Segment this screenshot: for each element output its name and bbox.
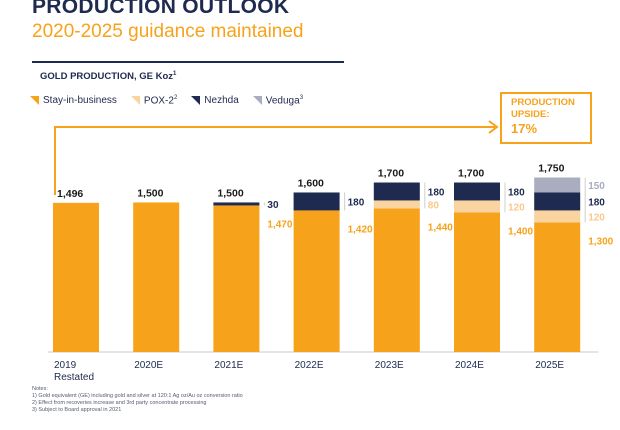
segment-label-pox2-4: 80	[428, 200, 440, 211]
upside-line-1: PRODUCTION	[511, 97, 575, 108]
bar-veduga-6	[534, 177, 581, 193]
chart-legend: Stay-in-business POX-22 Nezhda Veduga3	[30, 95, 303, 106]
segment-label-nezhda-4: 180	[428, 187, 445, 198]
x-tick-label-5: 2024E	[455, 360, 484, 371]
note-1: 1) Gold equivalent (GE) including gold a…	[32, 393, 243, 399]
bar-pox2-5	[454, 200, 500, 213]
page-subtitle: 2020-2025 guidance maintained	[32, 21, 304, 42]
legend-swatch-nezhda	[191, 96, 201, 106]
upside-value: 17%	[511, 121, 538, 136]
segment-label-stay-in-business-6: 1,300	[588, 236, 613, 247]
bar-total-label-2: 1,500	[217, 187, 243, 199]
bar-stay-in-business-2	[213, 205, 260, 352]
note-3: 3) Subject to Board approval in 2021	[32, 407, 122, 413]
legend-label-pox2-text: POX-2	[143, 95, 174, 107]
segment-label-stay-in-business-4: 1,440	[428, 222, 453, 233]
legend-swatch-pox2	[130, 96, 140, 106]
legend-label-veduga-text: Veduga	[265, 95, 300, 107]
legend-label-pox2: POX-22	[144, 95, 177, 106]
segment-label-nezhda-5: 180	[508, 187, 525, 198]
page-title: PRODUCTION OUTLOOK	[32, 0, 290, 18]
legend-item-nezhda: Nezhda	[191, 95, 239, 107]
section-divider	[32, 61, 344, 63]
bar-stay-in-business-4	[373, 208, 420, 352]
segment-label-nezhda-3: 180	[348, 197, 365, 208]
x-tick-label-3: 2022E	[295, 360, 324, 371]
upside-arrow-head	[488, 120, 499, 134]
segment-label-stay-in-business-3: 1,420	[348, 224, 373, 235]
segment-label-pox2-6: 120	[588, 212, 605, 223]
bar-nezhda-6	[534, 192, 581, 211]
legend-label-stay-in-business: Stay-in-business	[43, 95, 117, 107]
segment-label-stay-in-business-5: 1,400	[508, 226, 533, 237]
segment-label-nezhda-6: 180	[588, 197, 605, 208]
bar-total-label-3: 1,600	[298, 177, 324, 189]
bar-stay-in-business-5	[454, 212, 500, 352]
chart-section-label: GOLD PRODUCTION, GE Koz1	[40, 71, 176, 82]
legend-label-veduga: Veduga3	[266, 95, 303, 106]
bar-pox2-6	[534, 210, 581, 223]
legend-label-veduga-sup: 3	[299, 95, 304, 101]
legend-label-nezhda: Nezhda	[204, 95, 239, 107]
upside-line-2: UPSIDE:	[511, 109, 550, 120]
bar-stay-in-business-0	[53, 202, 99, 352]
bar-nezhda-5	[454, 182, 500, 201]
bar-total-label-6: 1,750	[538, 163, 564, 175]
note-2: 2) Effect from recoveries increase and 3…	[32, 400, 207, 406]
bar-pox2-4	[373, 200, 420, 209]
bar-stay-in-business-3	[293, 210, 340, 352]
bar-nezhda-2	[213, 202, 260, 206]
chart-section-label-sup: 1	[173, 71, 177, 77]
notes-heading: Notes:	[32, 386, 48, 392]
chart-section-label-text: GOLD PRODUCTION, GE Koz	[40, 71, 173, 83]
x-tick-label-0-line1: Restated	[54, 372, 94, 383]
bar-stay-in-business-1	[133, 202, 180, 352]
segment-label-stay-in-business-2: 1,470	[267, 219, 292, 230]
bar-nezhda-3	[293, 192, 340, 211]
bar-total-label-4: 1,700	[378, 168, 404, 180]
legend-swatch-veduga	[252, 96, 262, 106]
bar-nezhda-4	[373, 182, 420, 201]
x-tick-label-4: 2023E	[375, 360, 404, 371]
x-tick-label-2: 2021E	[214, 360, 243, 371]
bar-total-label-1: 1,500	[137, 187, 163, 199]
upside-arrow-line	[54, 126, 495, 195]
bar-stay-in-business-6	[534, 222, 581, 352]
segment-label-pox2-5: 120	[508, 202, 525, 213]
x-tick-label-1: 2020E	[134, 360, 163, 371]
legend-item-veduga: Veduga3	[252, 95, 303, 106]
legend-item-stay-in-business: Stay-in-business	[30, 95, 117, 106]
bar-total-label-0: 1,496	[57, 188, 83, 200]
production-upside-callout: PRODUCTION UPSIDE: 17%	[500, 92, 592, 144]
bar-total-label-5: 1,700	[458, 168, 484, 180]
x-tick-label-6: 2025E	[535, 360, 564, 371]
x-tick-label-0: 2019	[54, 360, 77, 371]
legend-swatch-stay-in-business	[30, 96, 39, 106]
legend-item-pox2: POX-22	[130, 95, 177, 106]
footnotes: Notes: 1) Gold equivalent (GE) including…	[32, 386, 243, 414]
segment-label-veduga-6: 150	[588, 181, 605, 192]
segment-label-nezhda-2: 30	[267, 200, 279, 211]
legend-label-pox2-sup: 2	[173, 95, 178, 101]
